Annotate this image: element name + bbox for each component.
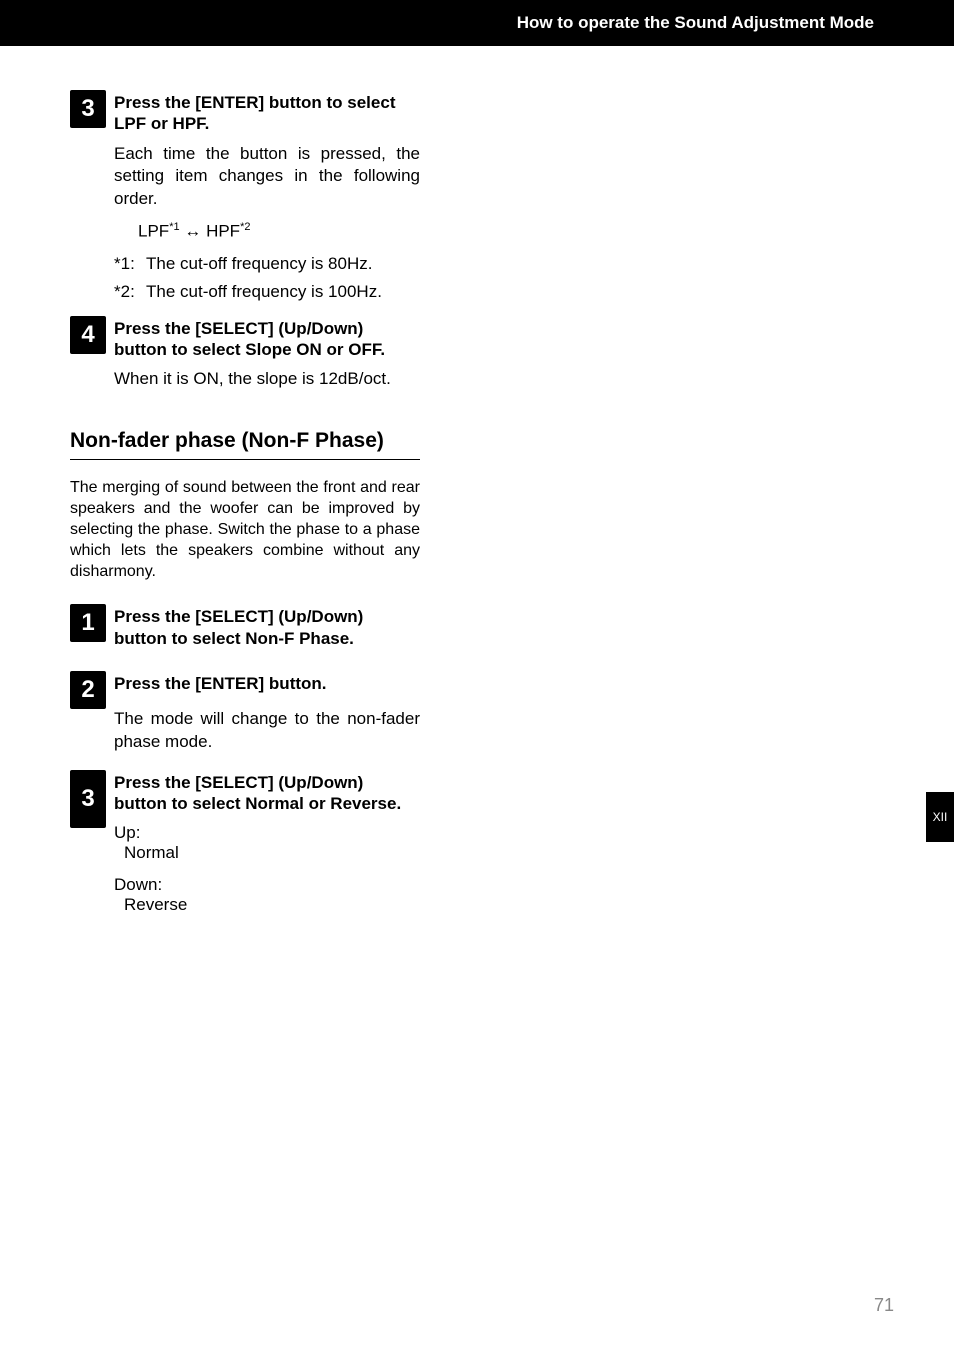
section-step-1: 1 Press the [SELECT] (Up/Down) button to… [70, 604, 420, 657]
up-label: Up: [114, 823, 420, 843]
header-bar: How to operate the Sound Adjustment Mode [0, 0, 954, 46]
section-step-3-title: Press the [SELECT] (Up/Down) button to s… [114, 772, 420, 815]
section-step-2-body: Press the [ENTER] button. The mode will … [114, 671, 420, 764]
footnote-2-label: *2: [114, 282, 146, 302]
main-content: 3 Press the [ENTER] button to select LPF… [0, 46, 480, 927]
section-step-number-2: 2 [70, 671, 106, 709]
section-step-3-body: Press the [SELECT] (Up/Down) button to s… [114, 770, 420, 927]
section-intro: The merging of sound between the front a… [70, 478, 420, 582]
filter-formula: LPF*1 ↔ HPF*2 [138, 221, 420, 242]
up-value: Normal [124, 843, 420, 863]
page-number: 71 [874, 1295, 894, 1316]
footnote-2: *2: The cut-off frequency is 100Hz. [114, 282, 420, 302]
formula-lpf: LPF [138, 222, 169, 241]
step-4-text: When it is ON, the slope is 12dB/oct. [114, 368, 420, 391]
section-title: Non-fader phase (Non-F Phase) [70, 429, 420, 453]
formula-sup1: *1 [169, 221, 179, 233]
section-step-1-title: Press the [SELECT] (Up/Down) button to s… [114, 606, 420, 649]
step-3-text: Each time the button is pressed, the set… [114, 143, 420, 212]
section-step-number-1: 1 [70, 604, 106, 642]
section-step-2: 2 Press the [ENTER] button. The mode wil… [70, 671, 420, 764]
chapter-tab: XII [926, 792, 954, 842]
footnote-1: *1: The cut-off frequency is 80Hz. [114, 254, 420, 274]
step-4: 4 Press the [SELECT] (Up/Down) button to… [70, 316, 420, 401]
header-title: How to operate the Sound Adjustment Mode [517, 13, 874, 33]
formula-hpf: HPF [206, 222, 240, 241]
section-step-number-3: 3 [70, 770, 106, 828]
section-step-1-body: Press the [SELECT] (Up/Down) button to s… [114, 604, 420, 657]
step-4-title: Press the [SELECT] (Up/Down) button to s… [114, 318, 420, 361]
section-rule [70, 459, 420, 460]
section-step-2-text: The mode will change to the non-fader ph… [114, 708, 420, 754]
footnote-1-label: *1: [114, 254, 146, 274]
step-3-body: Press the [ENTER] button to select LPF o… [114, 90, 420, 310]
down-label: Down: [114, 875, 420, 895]
down-value: Reverse [124, 895, 420, 915]
step-3: 3 Press the [ENTER] button to select LPF… [70, 90, 420, 310]
formula-arrow: ↔ [184, 222, 201, 241]
step-3-title: Press the [ENTER] button to select LPF o… [114, 92, 420, 135]
footnote-2-text: The cut-off frequency is 100Hz. [146, 282, 382, 302]
section-step-2-title: Press the [ENTER] button. [114, 673, 420, 694]
formula-sup2: *2 [240, 221, 250, 233]
step-4-body: Press the [SELECT] (Up/Down) button to s… [114, 316, 420, 401]
step-number-4: 4 [70, 316, 106, 354]
section-step-3: 3 Press the [SELECT] (Up/Down) button to… [70, 770, 420, 927]
footnote-1-text: The cut-off frequency is 80Hz. [146, 254, 372, 274]
step-number-3: 3 [70, 90, 106, 128]
